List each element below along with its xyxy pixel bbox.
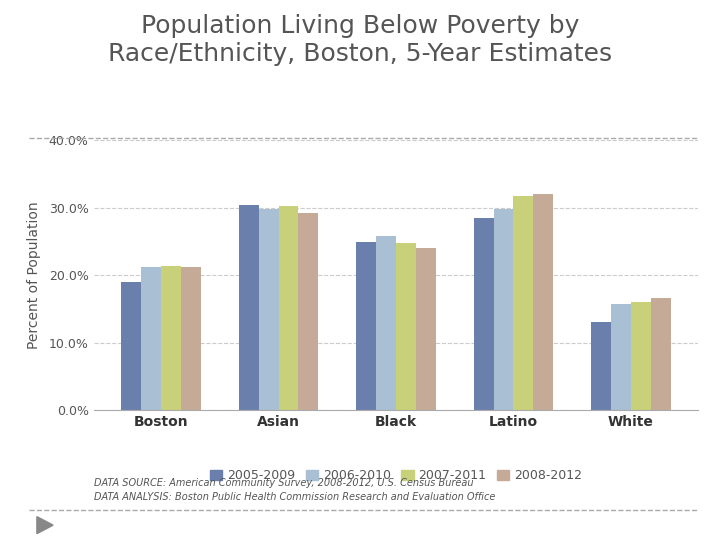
- Bar: [513, 197, 534, 410]
- Bar: [299, 213, 318, 410]
- Bar: [258, 208, 279, 410]
- Bar: [631, 302, 651, 410]
- Bar: [141, 267, 161, 410]
- Bar: [396, 243, 416, 410]
- Bar: [181, 267, 201, 410]
- Bar: [651, 298, 671, 410]
- Text: DATA ANALYSIS: Boston Public Health Commission Research and Evaluation Office: DATA ANALYSIS: Boston Public Health Comm…: [94, 492, 495, 503]
- Bar: [534, 194, 554, 410]
- Y-axis label: Percent of Population: Percent of Population: [27, 201, 40, 349]
- Bar: [493, 208, 513, 410]
- Bar: [161, 266, 181, 410]
- Legend: 2005-2009, 2006-2010, 2007-2011, 2008-2012: 2005-2009, 2006-2010, 2007-2011, 2008-20…: [206, 465, 586, 486]
- Bar: [376, 237, 396, 410]
- Bar: [356, 241, 376, 410]
- Bar: [591, 322, 611, 410]
- Bar: [279, 206, 299, 410]
- Polygon shape: [37, 517, 53, 534]
- Text: DATA SOURCE: American Community Survey, 2008-2012, U.S. Census Bureau: DATA SOURCE: American Community Survey, …: [94, 478, 473, 488]
- Text: Population Living Below Poverty by
Race/Ethnicity, Boston, 5-Year Estimates: Population Living Below Poverty by Race/…: [108, 14, 612, 66]
- Bar: [611, 305, 631, 410]
- Bar: [416, 248, 436, 410]
- Bar: [474, 218, 493, 410]
- Bar: [121, 282, 141, 410]
- Bar: [238, 205, 258, 410]
